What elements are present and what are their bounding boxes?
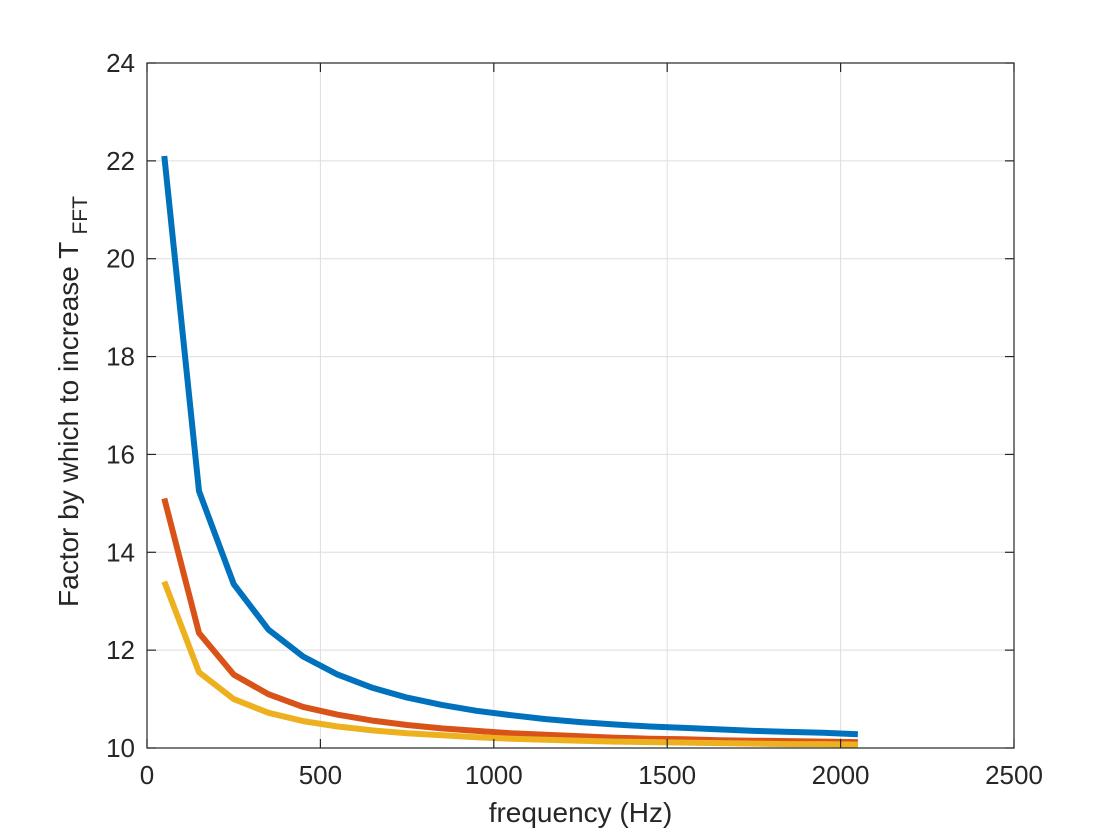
x-tick-label: 1500 xyxy=(638,760,696,790)
x-tick-label: 1000 xyxy=(465,760,523,790)
y-tick-label: 22 xyxy=(106,146,135,176)
x-tick-label: 2000 xyxy=(812,760,870,790)
series-line-1 xyxy=(161,155,859,738)
y-axis-label: Factor by which to increase T FFT xyxy=(53,196,92,607)
y-tick-label: 16 xyxy=(106,439,135,469)
y-tick-label: 20 xyxy=(106,244,135,274)
series-line-2 xyxy=(161,497,858,746)
y-tick-label: 10 xyxy=(106,733,135,763)
series-lines xyxy=(161,155,859,748)
y-tick-label: 24 xyxy=(106,48,135,78)
y-tick-label: 14 xyxy=(106,537,135,567)
y-axis-label-main: Factor by which to increase T xyxy=(53,242,84,607)
y-tick-label: 12 xyxy=(106,635,135,665)
series-line-3 xyxy=(161,580,858,748)
y-tick-label: 18 xyxy=(106,342,135,372)
grid xyxy=(147,63,1014,748)
x-tick-labels: 0 500 1000 1500 2000 2500 xyxy=(140,760,1043,790)
axes-box xyxy=(146,62,1015,749)
y-axis-label-subscript: FFT xyxy=(69,196,92,235)
y-tick-labels: 10 12 14 16 18 20 22 24 xyxy=(106,48,135,763)
x-axis-label: frequency (Hz) xyxy=(489,797,673,828)
x-tick-label: 0 xyxy=(140,760,154,790)
tick-marks xyxy=(146,62,1015,749)
x-tick-label: 2500 xyxy=(985,760,1043,790)
x-tick-label: 500 xyxy=(299,760,342,790)
